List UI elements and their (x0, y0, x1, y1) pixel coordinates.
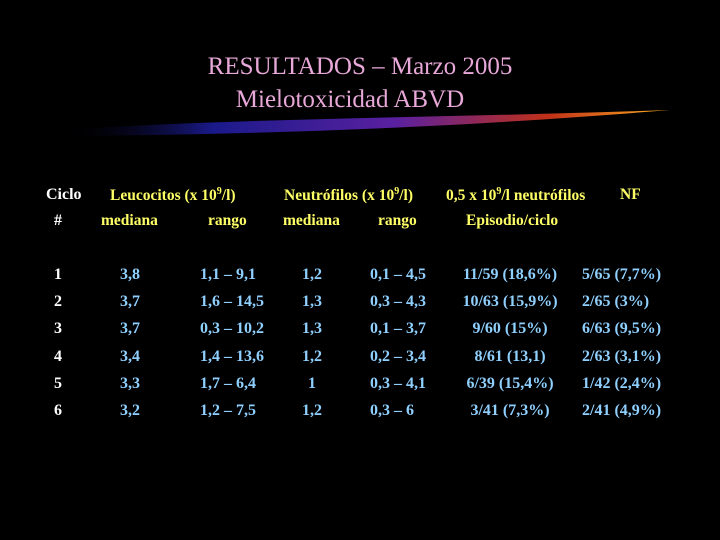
cell-nf: 2/65 (3%) (582, 293, 650, 311)
cell-ciclo: 4 (54, 347, 62, 365)
cell-ciclo: 1 (54, 266, 62, 283)
column-leuc-mediana: 3,8 3,7 3,7 3,4 3,3 3,2 (110, 261, 150, 424)
cell-neut-rango: 0,1 – 4,5 (370, 266, 426, 283)
cell-neut-mediana: 1 (308, 374, 316, 392)
cell-episodio: 9/60 (15%) (472, 320, 548, 338)
cell-neut-rango: 0,3 – 6 (370, 402, 414, 420)
cell-ciclo: 5 (54, 374, 62, 392)
header-neut-mediana: mediana (283, 212, 340, 229)
cell-neut-mediana: 1,2 (302, 347, 322, 365)
cell-ciclo: 2 (54, 293, 62, 311)
header-leuc-rango: rango (208, 212, 247, 229)
cell-leuc-rango: 1,2 – 7,5 (200, 402, 256, 420)
cell-neut-mediana: 1,3 (302, 293, 322, 311)
cell-leuc-rango: 1,6 – 14,5 (200, 293, 264, 311)
cell-leuc-mediana: 3,2 (120, 402, 140, 420)
column-leuc-rango: 1,1 – 9,1 1,6 – 14,5 0,3 – 10,2 1,4 – 13… (200, 261, 264, 424)
cell-episodio: 8/61 (13,1) (474, 347, 546, 365)
cell-nf: 6/63 (9,5%) (582, 320, 662, 338)
cell-nf: 1/42 (2,4%) (582, 374, 662, 392)
header-neut-rango: rango (378, 212, 417, 229)
cell-leuc-mediana: 3,8 (120, 266, 140, 283)
cell-leuc-mediana: 3,4 (120, 347, 140, 365)
column-ciclo: 1 2 3 4 5 6 (48, 261, 68, 424)
column-neut-mediana: 1,2 1,3 1,3 1,2 1 1,2 (292, 261, 332, 424)
cell-nf: 5/65 (7,7%) (582, 266, 662, 283)
header-leuc-mediana: mediana (101, 212, 158, 229)
cell-neut-rango: 0,1 – 3,7 (370, 320, 426, 338)
header-neutro-05: 0,5 x 109/l neutrófilos (446, 186, 586, 204)
header-nf: NF (620, 186, 641, 203)
cell-neut-rango: 0,2 – 3,4 (370, 347, 426, 365)
slide-subtitle: Mielotoxicidad ABVD (235, 86, 465, 113)
header-episodio: Episodio/ciclo (466, 212, 559, 229)
cell-leuc-mediana: 3,3 (120, 374, 140, 392)
title-swoosh-decoration (60, 110, 670, 136)
column-episodio: 11/59 (18,6%) 10/63 (15,9%) 9/60 (15%) 8… (450, 261, 570, 424)
header-neutrofilos: Neutrófilos (x 109/l) (284, 186, 413, 204)
cell-nf: 2/41 (4,9%) (582, 402, 662, 420)
slide-title: RESULTADOS – Marzo 2005 (207, 53, 513, 80)
cell-leuc-rango: 1,4 – 13,6 (200, 347, 264, 365)
cell-neut-rango: 0,3 – 4,3 (370, 293, 426, 311)
header-ciclo-sub: # (54, 212, 62, 229)
cell-leuc-rango: 1,1 – 9,1 (200, 266, 256, 283)
cell-ciclo: 3 (54, 320, 62, 338)
column-nf: 5/65 (7,7%) 2/65 (3%) 6/63 (9,5%) 2/63 (… (582, 261, 661, 424)
cell-episodio: 6/39 (15,4%) (466, 374, 554, 392)
cell-nf: 2/63 (3,1%) (582, 347, 662, 365)
cell-leuc-mediana: 3,7 (120, 293, 140, 311)
cell-neut-mediana: 1,3 (302, 320, 322, 338)
cell-neut-mediana: 1,2 (302, 266, 322, 283)
cell-leuc-rango: 0,3 – 10,2 (200, 320, 264, 338)
cell-episodio: 3/41 (7,3%) (470, 402, 550, 420)
header-ciclo: Ciclo (46, 186, 82, 203)
cell-leuc-rango: 1,7 – 6,4 (200, 374, 256, 392)
header-leucocitos: Leucocitos (x 109/l) (110, 186, 236, 204)
cell-neut-mediana: 1,2 (302, 402, 322, 420)
cell-episodio: 11/59 (18,6%) (462, 266, 558, 283)
cell-leuc-mediana: 3,7 (120, 320, 140, 338)
column-neut-rango: 0,1 – 4,5 0,3 – 4,3 0,1 – 3,7 0,2 – 3,4 … (370, 261, 426, 424)
cell-ciclo: 6 (54, 402, 62, 420)
cell-neut-rango: 0,3 – 4,1 (370, 374, 426, 392)
cell-episodio: 10/63 (15,9%) (462, 293, 558, 311)
